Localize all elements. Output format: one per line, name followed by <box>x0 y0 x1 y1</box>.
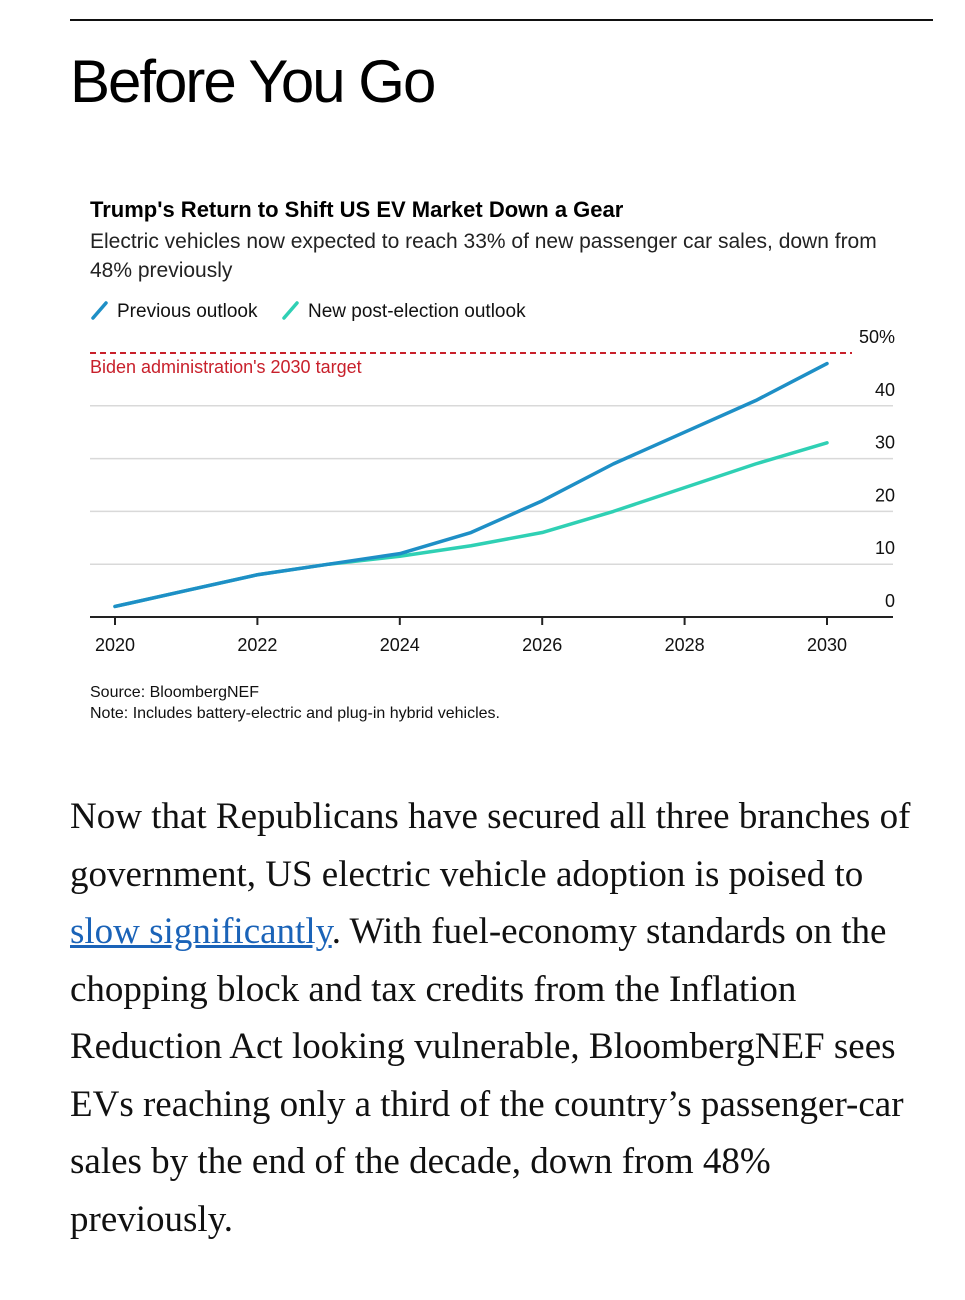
article-text-end: . With fuel-economy standards on the cho… <box>70 911 904 1240</box>
chart-gridlines <box>90 405 893 565</box>
x-tick-label-2030: 2030 <box>807 635 847 655</box>
chart-subtitle: Electric vehicles now expected to reach … <box>90 230 877 282</box>
target-label: Biden administration's 2030 target <box>90 357 362 377</box>
y-tick-label-50: 50% <box>859 327 895 347</box>
article-text-start: Now that Republicans have secured all th… <box>70 796 911 895</box>
chart-series <box>113 361 829 609</box>
y-tick-label-0: 0 <box>885 591 895 611</box>
chart-note: Note: Includes battery-electric and plug… <box>90 705 500 722</box>
y-tick-label-10: 10 <box>875 538 895 558</box>
slow-significantly-link[interactable]: slow significantly <box>70 911 332 952</box>
y-tick-label-20: 20 <box>875 485 895 505</box>
ev-outlook-chart: Previous outlook New post-election outloo… <box>90 301 895 655</box>
chart-legend: Previous outlook New post-election outloo… <box>91 301 526 322</box>
series-previous-outlook <box>113 361 829 609</box>
x-tick-label-2028: 2028 <box>665 635 705 655</box>
chart-source: Source: BloombergNEF <box>90 684 259 701</box>
legend-label-1: New post-election outlook <box>308 301 526 322</box>
article-paragraph: Now that Republicans have secured all th… <box>70 788 940 1248</box>
x-tick-label-2026: 2026 <box>522 635 562 655</box>
x-tick-label-2020: 2020 <box>95 635 135 655</box>
x-tick-label-2022: 2022 <box>237 635 277 655</box>
legend-swatch-0 <box>91 301 108 320</box>
y-tick-label-30: 30 <box>875 433 895 453</box>
legend-label-0: Previous outlook <box>117 301 258 322</box>
target-line-group: Biden administration's 2030 target <box>90 352 852 377</box>
legend-swatch-1 <box>282 301 299 320</box>
top-divider <box>70 19 933 21</box>
chart-title: Trump's Return to Shift US EV Market Dow… <box>90 197 624 222</box>
chart-footnotes: Source: BloombergNEF Note: Includes batt… <box>90 682 500 724</box>
x-tick-label-2024: 2024 <box>380 635 420 655</box>
section-heading: Before You Go <box>70 48 436 115</box>
x-axis: 2020 2022 2024 2026 2028 2030 <box>90 616 893 655</box>
y-axis: 0 10 20 30 40 50% <box>859 327 895 611</box>
y-tick-label-40: 40 <box>875 380 895 400</box>
